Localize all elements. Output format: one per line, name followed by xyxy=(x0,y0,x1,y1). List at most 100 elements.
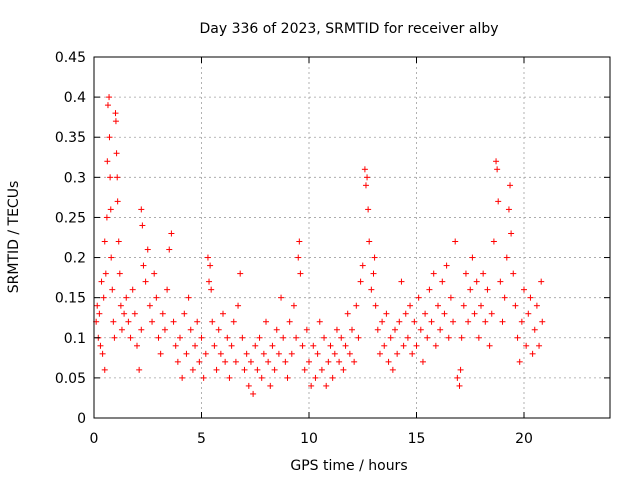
data-point xyxy=(183,350,190,357)
data-point xyxy=(114,174,121,181)
data-point xyxy=(121,310,128,317)
data-point xyxy=(211,342,218,349)
data-point xyxy=(138,206,145,213)
data-point xyxy=(443,262,450,269)
data-point xyxy=(101,366,108,373)
data-point xyxy=(99,350,106,357)
data-point xyxy=(357,278,364,285)
data-point xyxy=(125,318,132,325)
data-point xyxy=(473,278,480,285)
data-point xyxy=(232,358,239,365)
data-point xyxy=(447,294,454,301)
data-point xyxy=(118,326,125,333)
data-point xyxy=(293,334,300,341)
data-point xyxy=(435,302,441,309)
data-point xyxy=(140,262,147,269)
data-point xyxy=(411,318,418,325)
data-point xyxy=(439,278,446,285)
data-point xyxy=(340,366,347,373)
data-point xyxy=(194,318,201,325)
data-point xyxy=(230,318,237,325)
data-point xyxy=(346,350,353,357)
data-point xyxy=(109,286,116,293)
data-point xyxy=(527,294,534,301)
data-point xyxy=(111,334,118,341)
data-point xyxy=(457,366,464,373)
data-point xyxy=(185,294,192,301)
x-tick-label: 5 xyxy=(197,431,206,447)
data-point xyxy=(510,270,517,277)
data-point xyxy=(353,302,360,309)
data-point xyxy=(151,270,158,277)
data-point xyxy=(303,326,310,333)
data-point xyxy=(450,318,457,325)
x-tick-label: 10 xyxy=(300,431,318,447)
data-point xyxy=(338,334,345,341)
data-point xyxy=(282,358,289,365)
data-point xyxy=(177,334,183,341)
data-point xyxy=(252,342,259,349)
data-point xyxy=(514,334,521,341)
data-point xyxy=(100,294,107,301)
y-tick-label: 0.15 xyxy=(55,291,86,307)
data-point xyxy=(469,254,476,261)
data-point xyxy=(323,382,330,389)
data-point xyxy=(376,350,383,357)
data-point xyxy=(462,270,469,277)
data-point xyxy=(226,374,233,381)
data-point xyxy=(296,238,303,245)
data-point xyxy=(102,270,109,277)
data-point xyxy=(424,334,431,341)
data-point xyxy=(419,358,426,365)
data-point xyxy=(539,318,546,325)
data-point xyxy=(245,382,252,389)
data-point xyxy=(104,102,111,109)
data-point xyxy=(428,318,435,325)
data-point xyxy=(220,310,226,317)
data-point xyxy=(400,342,407,349)
data-point xyxy=(508,230,515,237)
y-axis-label: SRMTID / TECUs xyxy=(6,181,22,294)
data-point xyxy=(134,342,140,349)
data-point xyxy=(366,238,373,245)
data-point xyxy=(198,334,205,341)
data-point xyxy=(115,238,122,245)
data-point xyxy=(280,334,287,341)
data-point xyxy=(297,270,304,277)
data-point xyxy=(139,222,146,229)
data-point xyxy=(98,278,105,285)
data-point xyxy=(213,366,220,373)
data-point xyxy=(200,374,207,381)
data-point xyxy=(131,310,138,317)
data-point xyxy=(460,302,467,309)
data-point xyxy=(529,350,536,357)
data-point xyxy=(321,334,328,341)
y-tick-label: 0.1 xyxy=(64,331,86,347)
data-point xyxy=(187,326,194,333)
data-point xyxy=(106,94,113,101)
data-point xyxy=(215,326,222,333)
data-point xyxy=(104,158,111,165)
data-point xyxy=(389,366,396,373)
data-point xyxy=(192,342,199,349)
data-point xyxy=(432,342,439,349)
data-point xyxy=(486,342,493,349)
data-point xyxy=(172,342,179,349)
y-tick-label: 0.2 xyxy=(64,251,86,267)
data-point xyxy=(501,294,508,301)
data-point xyxy=(179,374,186,381)
data-point xyxy=(271,366,278,373)
data-point xyxy=(222,358,229,365)
data-point xyxy=(394,350,401,357)
data-point xyxy=(94,302,101,309)
y-tick-label: 0.3 xyxy=(64,170,86,186)
data-point xyxy=(217,350,224,357)
data-point xyxy=(288,350,295,357)
data-point xyxy=(325,358,332,365)
y-tick-label: 0.4 xyxy=(64,90,86,106)
x-axis-label: GPS time / hours xyxy=(290,458,407,474)
data-point xyxy=(166,246,173,253)
x-tick-label: 0 xyxy=(90,431,99,447)
data-point xyxy=(260,350,267,357)
